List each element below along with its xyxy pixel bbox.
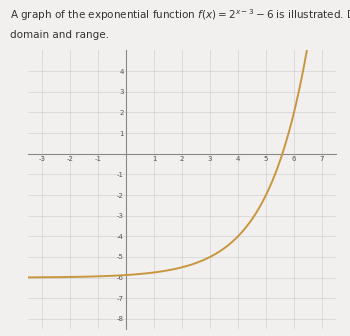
Text: domain and range.: domain and range. (10, 30, 110, 40)
Text: A graph of the exponential function $f(x) = 2^{x-3} - 6$ is illustrated. Determi: A graph of the exponential function $f(x… (10, 7, 350, 23)
